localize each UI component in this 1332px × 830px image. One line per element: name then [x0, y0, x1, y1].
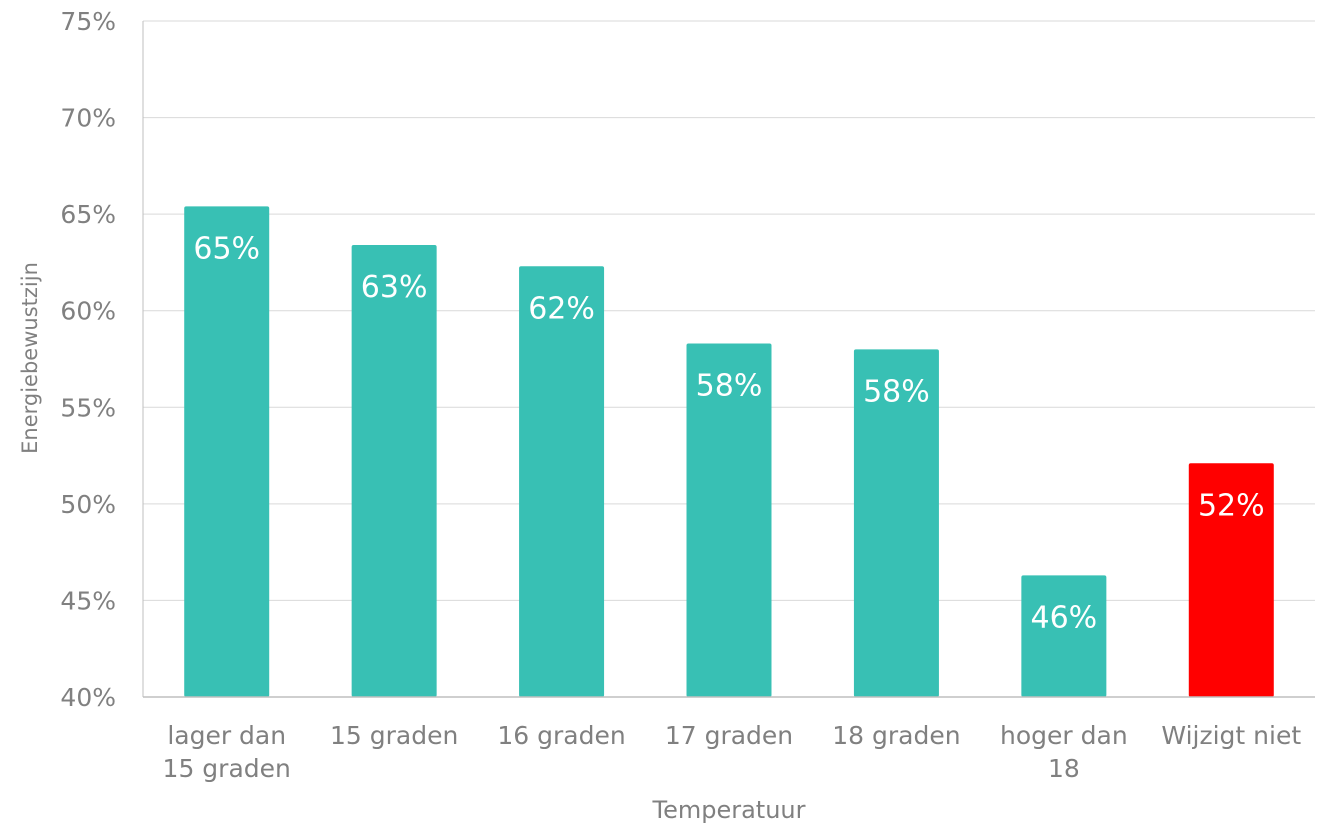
bars: [184, 206, 1274, 697]
x-tick-label: 15 graden: [330, 721, 458, 750]
data-label: 62%: [528, 291, 595, 326]
axes: [142, 21, 1315, 698]
y-tick-label: 60%: [60, 297, 116, 326]
bar: [686, 343, 772, 697]
bar: [184, 206, 270, 697]
bar: [853, 349, 939, 697]
x-axis-label: Temperatuur: [652, 796, 806, 824]
data-label: 52%: [1198, 488, 1265, 523]
y-tick-label: 50%: [60, 490, 116, 519]
data-label: 65%: [193, 231, 260, 266]
data-label: 63%: [361, 270, 428, 305]
bar: [1021, 575, 1107, 697]
bar: [1188, 463, 1274, 697]
data-label: 46%: [1031, 600, 1098, 635]
x-tick-label: lager dan 15 graden: [163, 721, 291, 783]
x-tick-label: Wijzigt niet: [1161, 721, 1301, 750]
x-tick-label: hoger dan 18: [1000, 721, 1128, 783]
y-tick-label: 65%: [60, 200, 116, 229]
x-tick-labels: lager dan 15 graden 15 graden 16 graden 17 g…: [163, 721, 1302, 783]
y-tick-label: 75%: [60, 7, 116, 36]
y-tick-label: 55%: [60, 393, 116, 422]
bar: [351, 245, 437, 697]
y-tick-label: 40%: [60, 683, 116, 712]
data-label: 58%: [696, 369, 763, 404]
x-tick-label: 18 graden: [832, 721, 960, 750]
x-tick-label: 16 graden: [497, 721, 625, 750]
data-label: 58%: [863, 374, 930, 409]
data-labels: 65% 63% 62% 58% 58% 46% 52%: [193, 231, 1264, 635]
y-tick-label: 70%: [60, 104, 116, 133]
y-tick-label: 45%: [60, 586, 116, 615]
y-tick-labels: 40% 45% 50% 55% 60% 65% 70% 75%: [60, 7, 116, 712]
x-tick-label: 17 graden: [665, 721, 793, 750]
y-axis-label: Energiebewustzijn: [18, 262, 42, 454]
bar: [519, 266, 605, 697]
